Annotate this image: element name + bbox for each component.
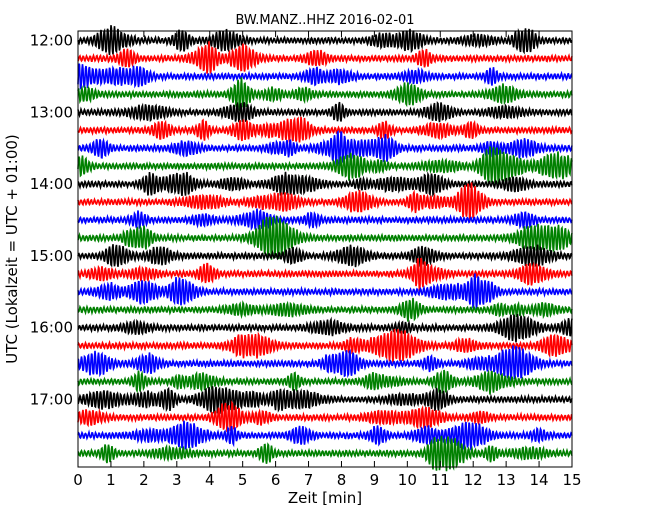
x-tick-label: 2 xyxy=(139,471,149,489)
x-tick-label: 12 xyxy=(464,471,483,489)
y-tick-label: 17:00 xyxy=(30,391,73,409)
trace-1200 xyxy=(77,25,573,56)
trace-1315 xyxy=(77,116,573,143)
trace-1430 xyxy=(77,208,573,231)
x-axis-label: Zeit [min] xyxy=(288,489,362,507)
x-tick-label: 7 xyxy=(304,471,314,489)
x-tick-label: 11 xyxy=(431,471,450,489)
trace-1500 xyxy=(77,244,573,268)
trace-1300 xyxy=(77,100,573,123)
x-tick-label: 15 xyxy=(562,471,581,489)
trace-1715 xyxy=(77,400,573,433)
x-tick-label: 10 xyxy=(398,471,417,489)
y-tick-label: 12:00 xyxy=(30,32,73,50)
trace-1730 xyxy=(77,420,573,451)
trace-1415 xyxy=(77,182,573,221)
x-tick-label: 4 xyxy=(205,471,215,489)
plot-frame xyxy=(77,30,573,468)
trace-1345 xyxy=(77,146,573,185)
x-tick-label: 8 xyxy=(337,471,347,489)
trace-1515 xyxy=(77,257,573,291)
y-tick-label: 15:00 xyxy=(30,247,73,265)
x-tick-label: 13 xyxy=(497,471,516,489)
trace-1745 xyxy=(77,435,573,472)
x-tick-label: 1 xyxy=(106,471,116,489)
trace-1545 xyxy=(77,297,573,322)
y-axis-label: UTC (Lokalzeit = UTC + 01:00) xyxy=(3,134,21,364)
trace-1600 xyxy=(77,313,573,343)
trace-1615 xyxy=(77,328,573,363)
y-tick-label: 13:00 xyxy=(30,103,73,121)
trace-1700 xyxy=(77,386,573,415)
x-tick-label: 14 xyxy=(530,471,549,489)
y-axis-ticks: 12:00 13:00 14:00 15:00 16:00 17:00 xyxy=(30,32,572,409)
y-tick-label: 16:00 xyxy=(30,319,73,337)
trace-1630 xyxy=(77,345,573,381)
x-tick-label: 5 xyxy=(238,471,248,489)
trace-1530 xyxy=(77,273,573,310)
trace-1445 xyxy=(77,215,573,260)
x-tick-label: 0 xyxy=(73,471,83,489)
trace-1245 xyxy=(77,77,573,114)
trace-1230 xyxy=(77,63,573,90)
x-tick-label: 3 xyxy=(172,471,182,489)
trace-1645 xyxy=(77,369,573,395)
x-tick-label: 9 xyxy=(370,471,380,489)
x-axis-ticks: 0 1 2 3 4 5 6 7 8 9 10 11 12 13 14 15 xyxy=(73,31,582,489)
trace-1400 xyxy=(77,171,573,198)
trace-1215 xyxy=(77,41,573,74)
y-tick-label: 14:00 xyxy=(30,175,73,193)
x-tick-label: 6 xyxy=(271,471,281,489)
seismogram-traces xyxy=(77,25,573,472)
chart-title: BW.MANZ..HHZ 2016-02-01 xyxy=(235,13,414,28)
